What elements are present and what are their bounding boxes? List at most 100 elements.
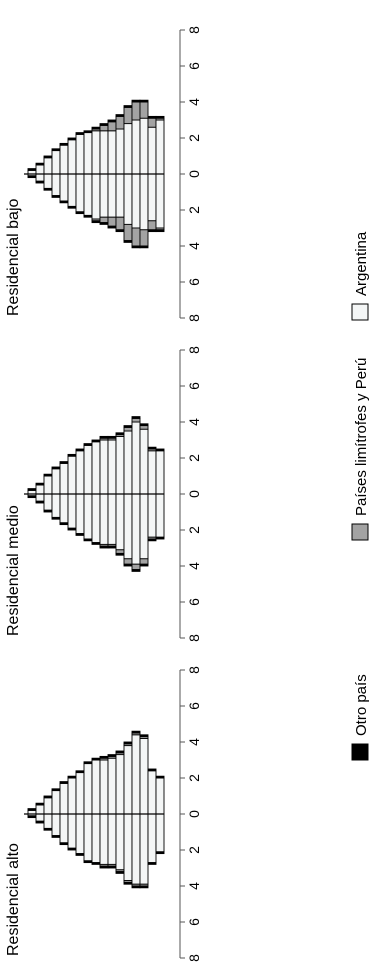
bar-left-otro-0: [27, 815, 37, 819]
tick-label: 8: [186, 26, 202, 34]
bar-left-otro-8: [91, 542, 101, 545]
bar-right-argentina-11: [115, 128, 125, 175]
bar-right-argentina-4: [59, 462, 69, 495]
bar-right-argentina-9: [99, 130, 109, 175]
bar-left-otro-8: [91, 862, 101, 865]
tick-label: 8: [186, 314, 202, 322]
bar-left-argentina-16: [155, 493, 165, 538]
bar-left-argentina-10: [107, 493, 117, 545]
bar-right-otro-4: [59, 781, 69, 784]
bar-right-otro-15: [147, 768, 157, 772]
bar-right-otro-13: [131, 416, 141, 419]
bar-left-otro-16: [155, 851, 165, 855]
bar-right-otro-16: [155, 115, 165, 119]
bar-right-argentina-9: [99, 759, 109, 815]
bar-left-otro-14: [139, 885, 149, 889]
bar-left-otro-1: [35, 180, 45, 184]
bar-right-otro-14: [139, 423, 149, 427]
bar-right-argentina-13: [131, 734, 141, 815]
tick-label: 4: [186, 882, 202, 890]
bar-left-otro-6: [75, 211, 85, 215]
bar-left-otro-9: [99, 865, 109, 869]
bar-right-argentina-3: [51, 468, 61, 495]
bar-left-argentina-2: [43, 493, 53, 511]
bar-right-limitrofes-13: [131, 101, 141, 121]
bar-left-argentina-9: [99, 813, 109, 865]
bar-left-argentina-8: [91, 493, 101, 544]
bar-left-argentina-10: [107, 173, 117, 218]
legend-swatch-otro: [351, 743, 369, 761]
legend-label-limitrofes: Países limítrofes y Perú: [353, 358, 370, 516]
bar-right-otro-8: [91, 757, 101, 761]
bar-left-argentina-6: [75, 813, 85, 855]
bar-right-otro-4: [59, 461, 69, 464]
bar-right-otro-0: [27, 488, 37, 491]
bar-left-otro-0: [27, 495, 37, 499]
bar-right-otro-1: [35, 162, 45, 166]
bar-left-otro-3: [51, 516, 61, 520]
bar-right-otro-7: [83, 761, 93, 765]
bar-right-argentina-12: [123, 123, 133, 175]
bar-left-argentina-15: [147, 493, 157, 538]
bar-left-otro-15: [147, 862, 157, 865]
legend-swatch-argentina: [351, 303, 369, 321]
bar-right-argentina-9: [99, 439, 109, 495]
bar-right-otro-6: [75, 770, 85, 774]
bar-right-otro-9: [99, 755, 109, 759]
bar-left-argentina-2: [43, 173, 53, 189]
bar-left-otro-4: [59, 200, 69, 204]
legend-label-argentina: Argentina: [353, 231, 370, 296]
bar-right-argentina-11: [115, 754, 125, 815]
bar-left-otro-13: [131, 885, 141, 889]
bar-left-argentina-6: [75, 173, 85, 213]
bar-right-otro-2: [43, 155, 53, 159]
bar-right-argentina-16: [155, 119, 165, 175]
bar-right-otro-13: [131, 730, 141, 734]
bar-left-otro-14: [139, 245, 149, 249]
panel-title: Residencial medio: [5, 505, 22, 636]
bar-left-limitrofes-14: [139, 558, 149, 565]
bar-right-argentina-5: [67, 777, 77, 815]
tick-label: 2: [186, 846, 202, 854]
tick-label: 2: [186, 454, 202, 462]
bar-right-limitrofes-14: [139, 101, 149, 119]
bar-left-argentina-8: [91, 813, 101, 864]
bar-right-argentina-13: [131, 119, 141, 175]
bar-left-argentina-6: [75, 493, 85, 535]
bar-right-otro-14: [139, 99, 149, 103]
tick-label: 6: [186, 382, 202, 390]
bar-left-argentina-9: [99, 493, 109, 545]
bar-left-argentina-11: [115, 813, 125, 871]
bar-right-otro-14: [139, 734, 149, 738]
bar-left-otro-10: [107, 545, 117, 549]
tick-label: 6: [186, 278, 202, 286]
tick-label: 8: [186, 634, 202, 642]
bar-right-argentina-5: [67, 139, 77, 175]
bar-right-argentina-10: [107, 130, 117, 175]
bar-left-argentina-8: [91, 173, 101, 220]
legend: Argentina Países limítrofes y Perú Otro pa…: [351, 231, 370, 761]
bar-right-otro-3: [51, 788, 61, 792]
bar-right-argentina-8: [91, 759, 101, 815]
bar-left-argentina-11: [115, 493, 125, 551]
bar-left-otro-10: [107, 865, 117, 869]
bar-right-otro-2: [43, 795, 53, 799]
bar-left-otro-6: [75, 533, 85, 536]
bar-right-otro-16: [155, 448, 165, 452]
tick-label: 0: [186, 490, 202, 498]
bar-right-otro-8: [91, 126, 101, 130]
bar-right-argentina-7: [83, 132, 93, 175]
legend-swatch-limitrofes: [351, 523, 369, 541]
pyramid-panel-2: Residencial medio 8 6 4 2 0 2 4 6 8: [5, 346, 202, 642]
bar-right-argentina-15: [147, 126, 157, 175]
bar-left-otro-14: [139, 563, 149, 567]
bar-right-otro-6: [75, 132, 85, 135]
bar-left-argentina-1: [35, 813, 45, 822]
bar-right-otro-5: [67, 453, 77, 457]
bar-right-argentina-16: [155, 450, 165, 495]
bar-left-otro-2: [43, 187, 53, 191]
bar-right-otro-15: [147, 446, 157, 450]
tick-label: 4: [186, 98, 202, 106]
bar-right-limitrofes-9: [99, 124, 109, 132]
panel-title: Residencial alto: [5, 843, 22, 956]
